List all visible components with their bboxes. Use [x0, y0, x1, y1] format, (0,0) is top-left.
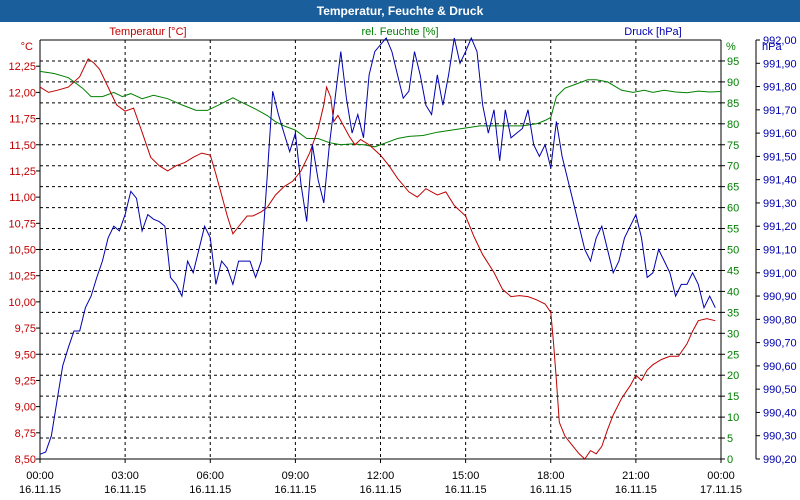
humidity-tick-label: 40: [727, 286, 739, 298]
time-tick-date: 16.11.15: [359, 484, 401, 496]
pressure-tick-label: 990,60: [763, 361, 797, 373]
humidity-axis-title: rel. Feuchte [%]: [361, 26, 438, 38]
time-tick-time: 15:00: [452, 470, 480, 482]
humidity-tick-label: 15: [727, 391, 739, 403]
time-tick-time: 09:00: [282, 470, 310, 482]
temperature-tick-label: 12,00: [8, 87, 36, 99]
pressure-tick-label: 992,00: [763, 35, 797, 47]
pressure-tick-label: 991,10: [763, 245, 797, 257]
temperature-tick-label: 9,25: [15, 375, 36, 387]
pressure-tick-label: 990,50: [763, 384, 797, 396]
pressure-tick-label: 991,60: [763, 128, 797, 140]
time-tick-label: 09:00 16.11.15: [274, 470, 316, 496]
humidity-tick-label: 35: [727, 307, 739, 319]
temperature-tick-label: 9,00: [15, 402, 36, 414]
pressure-tick-label: 990,40: [763, 407, 797, 419]
time-tick-label: 06:00 16.11.15: [189, 470, 231, 496]
humidity-tick-label: 65: [727, 182, 739, 194]
time-tick-label: 18:00 16.11.15: [530, 470, 572, 496]
time-tick-time: 00:00: [707, 470, 735, 482]
pressure-tick-label: 990,70: [763, 338, 797, 350]
pressure-tick-label: 991,20: [763, 221, 797, 233]
temperature-tick-label: 8,50: [15, 454, 36, 466]
temperature-axis-title: Temperatur [°C]: [109, 26, 186, 38]
humidity-tick-label: 20: [727, 370, 739, 382]
temperature-tick-label: 8,75: [15, 428, 36, 440]
humidity-unit-label: %: [726, 41, 736, 53]
humidity-tick-label: 95: [727, 56, 739, 68]
humidity-tick-label: 25: [727, 349, 739, 361]
time-tick-date: 17.11.15: [700, 484, 742, 496]
humidity-tick-label: 75: [727, 140, 739, 152]
humidity-tick-label: 5: [727, 433, 733, 445]
time-tick-label: 21:00 16.11.15: [615, 470, 657, 496]
time-tick-date: 16.11.15: [615, 484, 657, 496]
humidity-tick-label: 55: [727, 224, 739, 236]
pressure-tick-label: 990,90: [763, 291, 797, 303]
time-tick-time: 03:00: [111, 470, 139, 482]
humidity-tick-label: 80: [727, 119, 739, 131]
time-tick-time: 18:00: [537, 470, 565, 482]
temperature-tick-label: 10,00: [8, 297, 36, 309]
pressure-axis-title: Druck [hPa]: [624, 26, 681, 38]
pressure-tick-label: 991,30: [763, 198, 797, 210]
humidity-tick-label: 45: [727, 265, 739, 277]
humidity-tick-label: 85: [727, 98, 739, 110]
time-tick-label: 03:00 16.11.15: [104, 470, 146, 496]
time-tick-time: 00:00: [26, 470, 54, 482]
time-tick-label: 15:00 16.11.15: [445, 470, 487, 496]
time-tick-label: 00:00 17.11.15: [700, 470, 742, 496]
temperature-tick-label: 9,50: [15, 349, 36, 361]
humidity-tick-label: 60: [727, 203, 739, 215]
time-tick-date: 16.11.15: [104, 484, 146, 496]
pressure-tick-label: 991,90: [763, 58, 797, 70]
humidity-tick-label: 0: [727, 454, 733, 466]
time-tick-date: 16.11.15: [19, 484, 61, 496]
pressure-tick-label: 991,70: [763, 105, 797, 117]
time-tick-time: 21:00: [622, 470, 650, 482]
time-tick-time: 12:00: [367, 470, 395, 482]
time-tick-label: 00:00 16.11.15: [19, 470, 61, 496]
temperature-tick-label: 11,50: [9, 140, 36, 152]
pressure-tick-label: 991,00: [763, 268, 797, 280]
window-title: Temperatur, Feuchte & Druck: [0, 0, 800, 22]
pressure-tick-label: 990,30: [763, 431, 797, 443]
time-tick-time: 06:00: [196, 470, 224, 482]
temperature-tick-label: 11,75: [9, 114, 36, 126]
grid-lines: [40, 40, 721, 459]
temperature-tick-label: 12,25: [8, 61, 36, 73]
temperature-tick-label: 9,75: [15, 323, 36, 335]
temperature-tick-label: 11,25: [9, 166, 36, 178]
temperature-tick-label: 11,00: [9, 192, 36, 204]
humidity-tick-label: 90: [727, 77, 739, 89]
pressure-tick-label: 991,80: [763, 82, 797, 94]
pressure-unit-label: hPa: [762, 41, 782, 53]
time-tick-date: 16.11.15: [274, 484, 316, 496]
temperature-line: [39, 58, 716, 460]
pressure-tick-label: 990,20: [763, 454, 797, 466]
temperature-tick-label: 10,50: [8, 245, 36, 257]
humidity-tick-label: 10: [727, 412, 739, 424]
pressure-tick-label: 991,50: [763, 151, 797, 163]
pressure-tick-label: 991,40: [763, 175, 797, 187]
pressure-tick-label: 990,80: [763, 314, 797, 326]
temperature-tick-label: 10,25: [8, 271, 36, 283]
temperature-tick-label: 10,75: [8, 218, 36, 230]
time-tick-date: 16.11.15: [445, 484, 487, 496]
temperature-unit-label: °C: [21, 41, 33, 53]
time-tick-date: 16.11.15: [189, 484, 231, 496]
time-tick-label: 12:00 16.11.15: [359, 470, 401, 496]
time-tick-date: 16.11.15: [530, 484, 572, 496]
humidity-line: [39, 70, 722, 148]
pressure-line: [39, 36, 716, 455]
humidity-tick-label: 30: [727, 328, 739, 340]
humidity-tick-label: 50: [727, 245, 739, 257]
humidity-tick-label: 70: [727, 161, 739, 173]
